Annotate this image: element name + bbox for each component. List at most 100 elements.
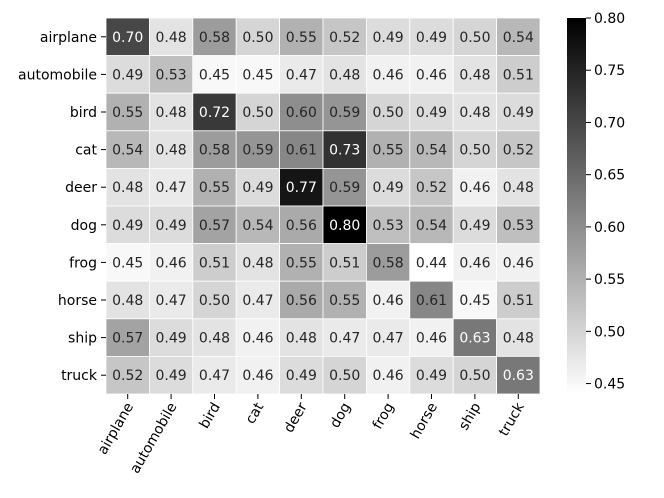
cell-value-label: 0.47: [329, 331, 360, 347]
y-axis-tick-labels: airplane automobile bird cat deer dog frog hors…: [18, 30, 106, 384]
heatmap-cell-ship-bird: [192, 318, 237, 357]
cell-value-label: 0.58: [199, 30, 230, 46]
cell-value-label: 0.50: [459, 30, 490, 46]
cell-value-label: 0.49: [416, 105, 447, 121]
cell-value-label: 0.51: [199, 255, 230, 271]
cell-value-label: 0.50: [242, 105, 273, 121]
colorbar-tick-label: 0.55: [594, 272, 625, 288]
cell-value-label: 0.54: [242, 218, 273, 234]
y-tick-label-bird: bird: [70, 105, 97, 121]
colorbar-tick-label: 0.60: [594, 220, 625, 236]
x-tick-label-horse: horse: [408, 400, 441, 442]
cell-value-label: 0.48: [459, 67, 490, 83]
heatmap-cell-dog-cat: [235, 205, 280, 244]
cell-value-label: 0.55: [329, 293, 360, 309]
cell-value-label: 0.46: [459, 180, 490, 196]
cell-value-label: 0.49: [156, 331, 187, 347]
cell-value-label: 0.59: [242, 143, 273, 159]
cell-value-label: 0.54: [503, 30, 534, 46]
cell-value-label: 0.50: [242, 30, 273, 46]
y-tick-label-dog: dog: [71, 218, 97, 234]
colorbar-tick-label: 0.80: [594, 11, 625, 27]
colorbar-tick-label: 0.50: [594, 324, 625, 340]
x-tick-label-cat: cat: [243, 400, 268, 427]
heatmap-cell-bird-frog: [365, 92, 411, 132]
heatmap-cell-cat-frog: [365, 130, 411, 169]
heatmap-cell-deer-horse: [409, 167, 454, 207]
heatmap-cell-truck-dog: [322, 355, 367, 395]
heatmap-cell-frog-airplane: [105, 243, 150, 282]
heatmap-cell-automobile-cat: [235, 55, 280, 94]
cell-value-label: 0.47: [156, 293, 187, 309]
x-tick-label-deer: deer: [281, 400, 311, 436]
y-tick-label-horse: horse: [58, 293, 97, 309]
cell-value-label: 0.49: [416, 368, 447, 384]
cell-value-label: 0.52: [503, 143, 534, 159]
heatmap-cell-horse-deer: [279, 280, 324, 320]
y-tick-label-truck: truck: [61, 368, 98, 384]
cell-value-label: 0.59: [329, 180, 360, 196]
heatmap-cell-frog-frog: [365, 243, 411, 282]
colorbar: 0.45 0.50 0.55 0.60 0.65 0.70 0.75 0.80: [567, 11, 625, 394]
heatmap-cell-ship-horse: [409, 318, 454, 357]
cell-value-label: 0.48: [503, 180, 534, 196]
x-tick-label-truck: truck: [496, 399, 528, 439]
heatmap-cell-automobile-dog: [322, 55, 367, 94]
cell-value-label: 0.80: [329, 218, 360, 234]
heatmap-cell-dog-dog: [322, 205, 367, 244]
heatmap-cell-horse-ship: [452, 280, 498, 320]
y-tick-label-frog: frog: [69, 255, 97, 271]
cell-value-label: 0.46: [503, 255, 534, 271]
heatmap-cell-horse-cat: [235, 280, 280, 320]
heatmap-cell-cat-truck: [496, 130, 541, 169]
heatmap-cell-deer-automobile: [148, 167, 194, 207]
y-tick-label-cat: cat: [75, 143, 97, 159]
cell-value-label: 0.54: [416, 218, 447, 234]
y-tick-label-automobile: automobile: [18, 67, 97, 83]
cell-value-label: 0.46: [459, 255, 490, 271]
y-tick-label-airplane: airplane: [40, 30, 97, 46]
cell-value-label: 0.50: [459, 368, 490, 384]
heatmap-cell-deer-truck: [496, 167, 541, 207]
cell-value-label: 0.49: [416, 30, 447, 46]
heatmap-cell-airplane-airplane: [105, 17, 150, 56]
cell-value-label: 0.47: [156, 180, 187, 196]
heatmap-cell-horse-bird: [192, 280, 237, 320]
cell-value-label: 0.47: [286, 67, 317, 83]
cell-value-label: 0.52: [329, 30, 360, 46]
cell-value-label: 0.48: [156, 143, 187, 159]
cell-value-label: 0.73: [329, 143, 360, 159]
cell-value-label: 0.48: [112, 293, 143, 309]
heatmap-cell-horse-truck: [496, 280, 541, 320]
heatmap-cell-automobile-automobile: [148, 55, 194, 94]
x-tick-label-dog: dog: [327, 400, 354, 431]
heatmap-cell-airplane-dog: [322, 17, 367, 56]
cell-value-label: 0.55: [373, 143, 404, 159]
cell-value-label: 0.47: [373, 331, 404, 347]
heatmap-cell-truck-deer: [279, 355, 324, 395]
cell-value-label: 0.46: [373, 67, 404, 83]
heatmap-cell-automobile-frog: [365, 55, 411, 94]
cell-value-label: 0.61: [416, 293, 447, 309]
colorbar-tick-label: 0.45: [594, 377, 625, 393]
heatmap-cell-cat-dog: [322, 130, 367, 169]
cell-value-label: 0.45: [112, 255, 143, 271]
x-tick-label-automobile: automobile: [127, 400, 180, 476]
heatmap-cell-horse-horse: [409, 280, 454, 320]
cell-value-label: 0.46: [416, 67, 447, 83]
heatmap-cell-horse-automobile: [148, 280, 194, 320]
y-tick-label-deer: deer: [65, 180, 97, 196]
heatmap-cell-deer-bird: [192, 167, 237, 207]
cell-value-label: 0.52: [416, 180, 447, 196]
heatmap-cell-frog-horse: [409, 243, 454, 282]
cell-value-label: 0.48: [156, 105, 187, 121]
x-tick-label-airplane: airplane: [95, 400, 137, 457]
heatmap-cell-ship-deer: [279, 318, 324, 357]
cell-value-label: 0.46: [242, 368, 273, 384]
heatmap-cell-ship-truck: [496, 318, 541, 357]
heatmap-cell-frog-truck: [496, 243, 541, 282]
heatmap-cell-labels: 0.70 0.48 0.58 0.50 0.55 0.52 0.49 0.49 0.50 0.54…: [112, 30, 534, 384]
cell-value-label: 0.48: [156, 30, 187, 46]
heatmap-cell-airplane-horse: [409, 17, 454, 56]
